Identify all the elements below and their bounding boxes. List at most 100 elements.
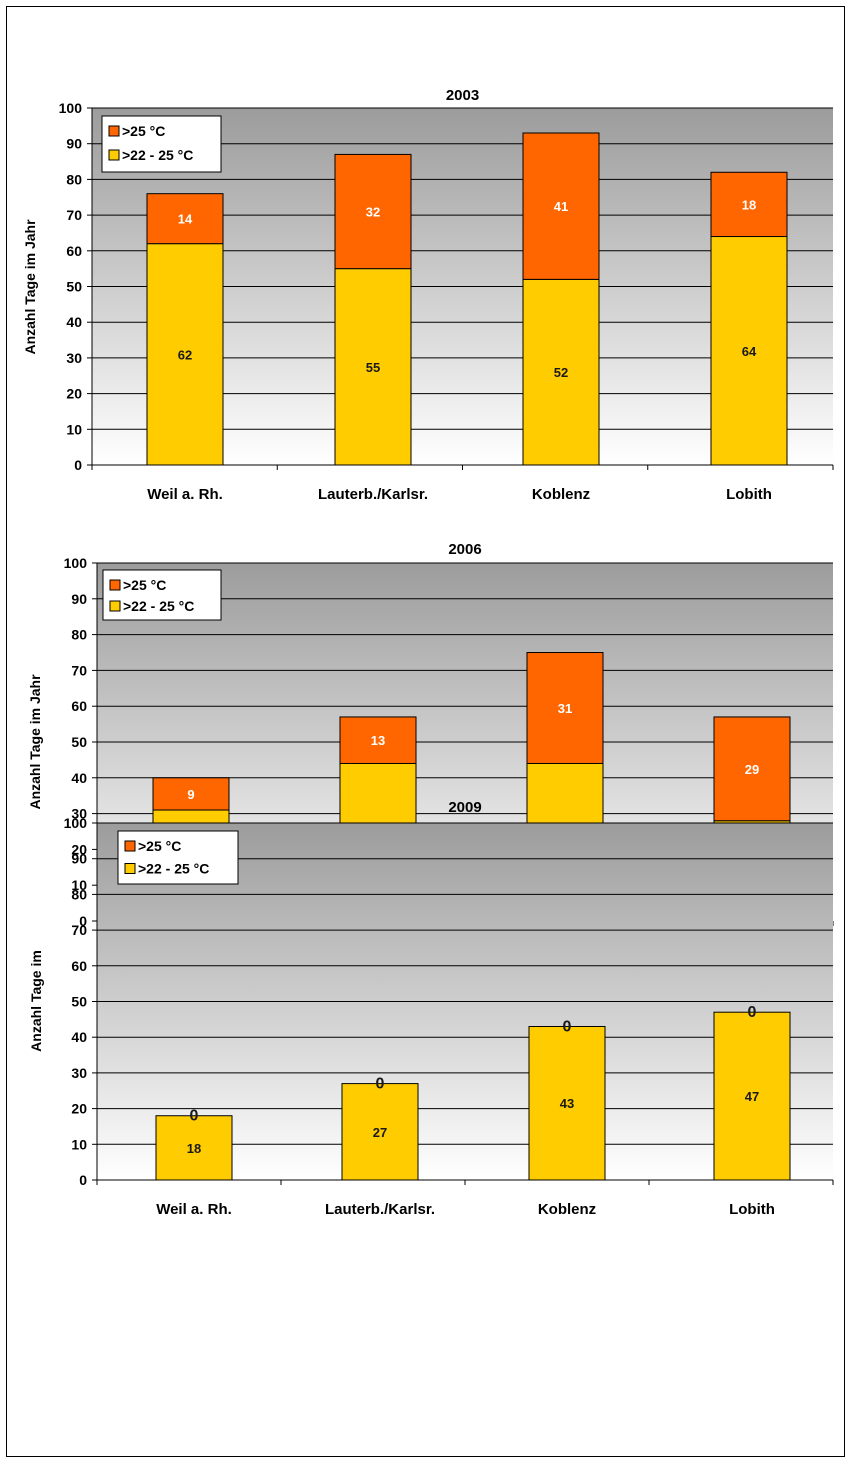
y-tick-label: 90 xyxy=(71,851,87,867)
y-tick-label: 20 xyxy=(71,841,87,857)
bar-high xyxy=(152,777,230,811)
bar-low xyxy=(713,1011,791,1181)
data-label: 18 xyxy=(187,1141,201,1156)
y-tick-label: 70 xyxy=(71,662,87,678)
chart-1: 2003 0 10 20 30 40 50 60 70 80 90 100 Anzahl Tage im… xyxy=(22,87,834,503)
y-tick-label: 40 xyxy=(71,770,87,786)
data-label: 0 xyxy=(376,1076,385,1093)
data-label: 18 xyxy=(742,197,756,212)
y-tick-label: 80 xyxy=(71,886,87,902)
y-tick-label: 70 xyxy=(71,922,87,938)
legend-label: >22 - 25 °C xyxy=(122,147,193,163)
legend-box xyxy=(102,569,222,621)
y-tick-label: 50 xyxy=(66,279,82,295)
legend-swatch xyxy=(124,840,136,852)
legend-swatch xyxy=(124,863,136,874)
legend-box xyxy=(117,830,239,885)
y-tick-label: 20 xyxy=(66,386,82,402)
chart-title: 2006 xyxy=(448,541,481,558)
category-label: Lobith xyxy=(729,1201,775,1218)
data-label: 0 xyxy=(190,1108,199,1125)
y-tick-label: 10 xyxy=(71,1136,87,1152)
y-tick-label: 0 xyxy=(79,1172,87,1188)
data-label: 29 xyxy=(745,762,759,777)
chart-title: 2003 xyxy=(446,87,479,104)
y-tick-label: 0 xyxy=(74,457,82,473)
y-tick-label: 80 xyxy=(71,627,87,643)
chart-title: 2009 xyxy=(448,799,481,816)
data-label: 14 xyxy=(178,212,193,227)
legend-swatch xyxy=(108,125,120,137)
bar-high xyxy=(713,716,791,822)
y-tick-label: 40 xyxy=(66,314,82,330)
category-label: Lauterb./Karlsr. xyxy=(325,1201,435,1218)
y-tick-label: 60 xyxy=(71,958,87,974)
data-label: 0 xyxy=(748,1004,757,1021)
bar-high xyxy=(339,716,417,764)
bar-low xyxy=(334,268,412,466)
y-tick-label: 30 xyxy=(66,350,82,366)
y-tick-label: 60 xyxy=(66,243,82,259)
legend-swatch xyxy=(109,600,121,612)
legend-label: >22 - 25 °C xyxy=(123,598,194,614)
y-tick-label: 60 xyxy=(71,698,87,714)
y-tick-label: 50 xyxy=(71,994,87,1010)
y-tick-label: 90 xyxy=(71,591,87,607)
data-label: 32 xyxy=(366,205,380,220)
data-label: 31 xyxy=(558,701,572,716)
y-tick-label: 10 xyxy=(71,877,87,893)
y-tick-label: 100 xyxy=(64,555,88,571)
y-tick-label: 10 xyxy=(66,421,82,437)
category-label: Weil a. Rh. xyxy=(156,1201,232,1218)
legend-label: >25 °C xyxy=(122,123,165,139)
bar-high xyxy=(710,171,788,238)
y-tick-label: 0 xyxy=(79,913,87,929)
legend-box xyxy=(101,115,222,173)
category-label: Koblenz xyxy=(532,486,590,503)
y-axis-label: Anzahl Tage im Jahr xyxy=(22,219,38,355)
bar-high xyxy=(146,193,224,245)
y-tick-label: 50 xyxy=(71,734,87,750)
y-tick-label: 100 xyxy=(64,815,88,831)
legend-swatch xyxy=(108,149,120,161)
y-tick-label: 30 xyxy=(71,1065,87,1081)
bar-low xyxy=(146,243,224,466)
y-tick-label: 30 xyxy=(71,806,87,822)
data-label: 0 xyxy=(563,1018,572,1035)
data-label: 27 xyxy=(373,1125,387,1140)
category-label: Lauterb./Karlsr. xyxy=(318,486,428,503)
legend: >25 °C >22 - 25 °C xyxy=(117,830,239,885)
y-tick-label: 20 xyxy=(71,1101,87,1117)
data-label: 55 xyxy=(366,360,380,375)
y-tick-label: 80 xyxy=(66,171,82,187)
category-label: Koblenz xyxy=(538,1201,596,1218)
data-label: 52 xyxy=(554,365,568,380)
bar-low xyxy=(710,236,788,466)
y-tick-label: 90 xyxy=(66,136,82,152)
category-label: Weil a. Rh. xyxy=(147,486,223,503)
legend: >25 °C >22 - 25 °C xyxy=(102,569,222,621)
y-tick-label: 100 xyxy=(59,100,83,116)
bar-low xyxy=(341,1083,419,1181)
data-label: 13 xyxy=(371,733,385,748)
data-label: 41 xyxy=(554,199,568,214)
y-axis-label: Anzahl Tage im xyxy=(28,950,44,1052)
legend-label: >25 °C xyxy=(138,838,181,854)
bar-low xyxy=(155,1115,233,1181)
legend-label: >25 °C xyxy=(123,577,166,593)
category-label: Lobith xyxy=(726,486,772,503)
bar-high xyxy=(334,153,412,270)
data-label: 9 xyxy=(187,787,194,802)
y-axis-label: Anzahl Tage im Jahr xyxy=(27,674,43,810)
data-label: 64 xyxy=(742,344,757,359)
legend: >25 °C >22 - 25 °C xyxy=(101,115,222,173)
data-label: 62 xyxy=(178,347,192,362)
legend-swatch xyxy=(109,579,121,591)
y-tick-label: 40 xyxy=(71,1029,87,1045)
legend-label: >22 - 25 °C xyxy=(138,861,209,877)
y-tick-label: 70 xyxy=(66,207,82,223)
bar-high xyxy=(526,652,604,764)
